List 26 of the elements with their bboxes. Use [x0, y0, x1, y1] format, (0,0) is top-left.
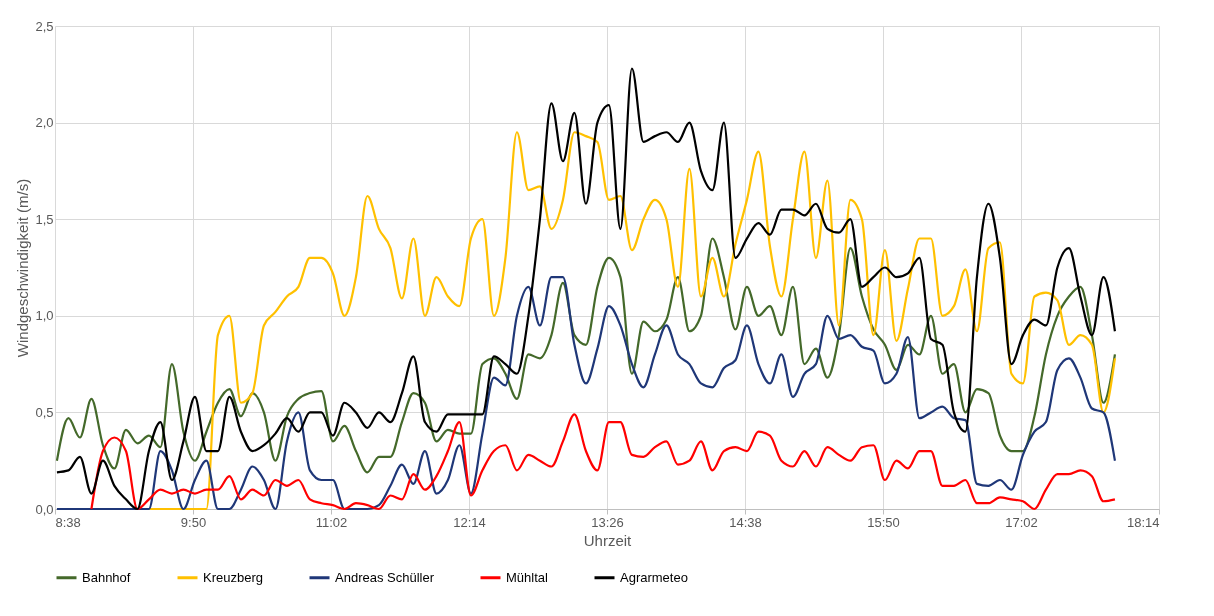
- line-series: [55, 237, 1117, 474]
- x-tick-label: 12:14: [453, 514, 486, 530]
- y-tick-label: 2,5: [35, 18, 54, 34]
- x-tick-label: 14:38: [729, 514, 762, 530]
- legend-label: Bahnhof: [82, 569, 131, 585]
- x-tick-label: 9:50: [180, 514, 207, 530]
- line-series: [55, 276, 1117, 511]
- x-tick-label: 11:02: [315, 514, 348, 530]
- y-axis-title: Windgeschwindigkeit (m/s): [14, 178, 32, 358]
- y-tick-label: 1,5: [35, 211, 54, 227]
- y-tick-label: 0,5: [35, 404, 54, 420]
- x-tick-label: 8:38: [55, 514, 81, 530]
- x-tick-label: 15:50: [867, 514, 900, 530]
- x-axis-title: Uhrzeit: [583, 531, 633, 549]
- line-series: [55, 67, 1117, 511]
- legend-label: Agrarmeteo: [620, 569, 688, 585]
- x-tick-label: 13:26: [591, 514, 624, 530]
- legend-label: Mühltal: [506, 569, 549, 585]
- y-tick-label: 1,0: [35, 308, 54, 324]
- x-tick-label: 17:02: [1005, 514, 1038, 530]
- x-tick-label: 18:14: [1126, 514, 1160, 530]
- legend-label: Andreas Schüller: [335, 569, 435, 585]
- y-tick-label: 2,0: [35, 115, 54, 131]
- y-tick-label: 0,0: [35, 501, 54, 517]
- line-series: [90, 413, 1117, 511]
- legend-label: Kreuzberg: [203, 569, 263, 585]
